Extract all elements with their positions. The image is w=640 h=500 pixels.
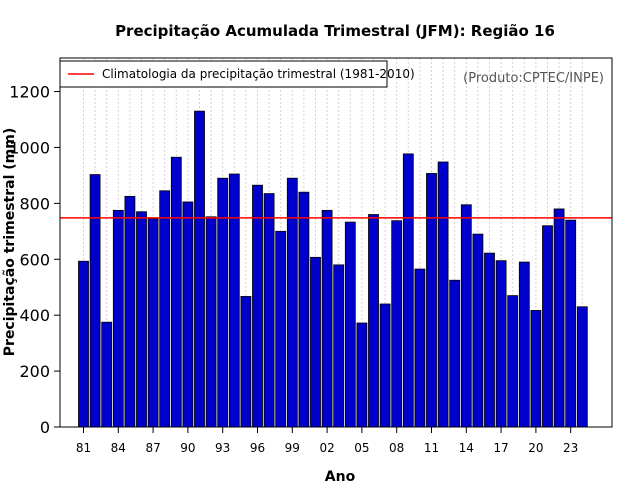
credit-text: (Produto:CPTEC/INPE) bbox=[463, 71, 604, 86]
y-tick-label: 600 bbox=[19, 250, 50, 269]
bar-1994 bbox=[228, 173, 240, 428]
x-axis-label: Ano bbox=[325, 469, 356, 485]
bar-2023 bbox=[565, 219, 577, 428]
bar-2006 bbox=[368, 214, 379, 428]
y-tick-label: 1200 bbox=[9, 83, 50, 102]
bar-1996 bbox=[252, 184, 263, 428]
bar-1995 bbox=[240, 296, 252, 428]
bar-2000 bbox=[298, 191, 310, 428]
x-tick-label: 99 bbox=[285, 441, 300, 455]
bar-1983 bbox=[101, 321, 113, 428]
y-axis: 0 200 400 600 800 1000 1200 bbox=[9, 83, 60, 437]
legend-box bbox=[59, 60, 388, 88]
y-axis-label: Precipitação trimestral (mm) bbox=[2, 128, 18, 356]
y-tick-label: 1000 bbox=[9, 138, 50, 157]
x-tick-label: 90 bbox=[180, 441, 195, 455]
x-tick-label: 17 bbox=[493, 441, 508, 455]
y-tick-label: 400 bbox=[19, 306, 50, 325]
bar-1989 bbox=[170, 156, 182, 428]
bar-2004 bbox=[344, 221, 356, 428]
x-tick-label: 11 bbox=[424, 441, 439, 455]
bar-1985 bbox=[124, 195, 136, 428]
x-tick-label: 14 bbox=[459, 441, 474, 455]
bar-2022 bbox=[553, 208, 565, 428]
x-tick-label: 05 bbox=[354, 441, 369, 455]
bar-1998 bbox=[275, 230, 287, 428]
bar-1999 bbox=[286, 177, 298, 428]
bar-1990 bbox=[182, 201, 194, 428]
bar-2014 bbox=[460, 204, 472, 428]
bar-2019 bbox=[518, 261, 530, 428]
x-tick-label: 93 bbox=[215, 441, 230, 455]
bar-2008 bbox=[391, 220, 403, 428]
x-tick-label: 02 bbox=[319, 441, 334, 455]
plot-frame bbox=[59, 57, 613, 428]
bar-2011 bbox=[426, 173, 437, 428]
x-tick-label: 84 bbox=[111, 441, 126, 455]
bar-2015 bbox=[472, 233, 484, 428]
bar-1986 bbox=[136, 211, 147, 428]
bar-2024 bbox=[576, 306, 588, 428]
bar-1984 bbox=[112, 209, 124, 428]
bar-1997 bbox=[263, 193, 275, 428]
bar-2002 bbox=[321, 209, 333, 428]
x-tick-label: 23 bbox=[563, 441, 578, 455]
bar-2021 bbox=[542, 225, 553, 428]
bar-1988 bbox=[159, 190, 171, 428]
bar-1981 bbox=[78, 260, 89, 428]
bar-2020 bbox=[530, 310, 542, 428]
y-tick-label: 200 bbox=[19, 362, 50, 381]
bar-series bbox=[78, 110, 588, 428]
legend-label: Climatologia da precipitação trimestral … bbox=[102, 67, 415, 81]
bar-2010 bbox=[414, 268, 426, 428]
chart-title: Precipitação Acumulada Trimestral (JFM):… bbox=[115, 22, 555, 40]
x-tick-label: 96 bbox=[250, 441, 265, 455]
bar-1992 bbox=[205, 216, 217, 428]
x-axis: 81 84 87 90 93 96 99 02 05 08 11 14 17 20 23 bbox=[76, 427, 578, 455]
bar-2012 bbox=[437, 161, 449, 428]
bar-2003 bbox=[333, 264, 345, 428]
y-tick-label: 800 bbox=[19, 194, 50, 213]
bar-1982 bbox=[89, 174, 101, 428]
bar-2013 bbox=[449, 279, 461, 428]
x-tick-label: 81 bbox=[76, 441, 91, 455]
legend: Climatologia da precipitação trimestral … bbox=[59, 60, 415, 88]
y-tick-label: 0 bbox=[40, 418, 50, 437]
bar-2018 bbox=[507, 295, 519, 428]
bar-1991 bbox=[194, 110, 205, 428]
bar-2017 bbox=[495, 260, 507, 428]
x-tick-label: 20 bbox=[528, 441, 543, 455]
bar-1993 bbox=[217, 177, 229, 428]
x-tick-label: 87 bbox=[145, 441, 160, 455]
bar-2009 bbox=[402, 153, 414, 428]
bar-2001 bbox=[310, 256, 321, 428]
bar-2005 bbox=[356, 322, 368, 428]
bar-2007 bbox=[379, 303, 391, 428]
x-tick-label: 08 bbox=[389, 441, 404, 455]
bar-2016 bbox=[484, 252, 495, 428]
bar-1987 bbox=[147, 218, 159, 428]
